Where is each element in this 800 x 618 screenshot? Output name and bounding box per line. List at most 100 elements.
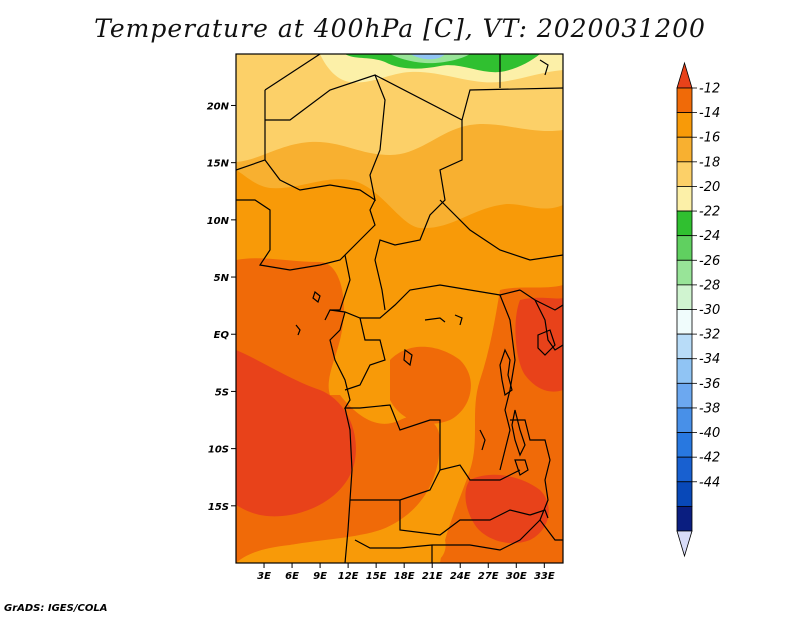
colorbar-bottom-arrow [676,530,693,558]
lake-outline [529,509,549,519]
border-path [344,407,353,563]
colorbar-swatch [676,505,693,532]
lon-tick-label: 3E [257,571,271,582]
border-path [329,311,521,481]
lon-tick-label: 18E [394,571,415,582]
border-path [539,59,549,76]
colorbar-swatch [676,186,693,212]
lat-tick-label: 15S [208,502,229,513]
field-north-green [345,54,540,73]
colorbar-swatch [676,259,693,286]
colorbar-swatch [676,161,693,187]
colorbar-label: -20 [699,180,720,195]
lon-tick-label: 9E [313,571,327,582]
lake-outline [295,324,301,336]
colorbar-label: -14 [699,106,720,121]
lon-tick-label: 21E [422,571,443,582]
colorbar-label: -16 [699,131,720,146]
border-path [399,500,531,536]
border-path [350,469,441,501]
lon-tick-label: 30E [506,571,527,582]
colorbar-swatch [676,481,693,507]
field-equator-dark [236,258,344,395]
colorbar-swatch [676,136,693,163]
lat-tick-label: EQ [214,330,230,341]
country-borders [236,54,563,563]
border-path [344,317,386,391]
border-path [432,519,563,551]
field-north-blue [410,54,445,60]
colorbar-label: -18 [699,155,720,170]
lon-tick-label: 27E [478,571,499,582]
border-path [329,284,521,319]
map-frame [235,53,564,564]
lake-outline [424,317,446,323]
lat-tick-label: 10S [208,445,229,456]
colorbar-label: -36 [699,377,720,392]
field-east-darkest [515,297,563,392]
lon-tick-label: 15E [366,571,387,582]
lake-outline [403,348,413,367]
colorbar-swatch [676,456,693,483]
colorbar-label: -38 [699,401,720,416]
colorbar-swatch [676,432,693,458]
border-path [324,254,351,321]
colorbar-swatch [676,333,693,360]
colorbar-label: -32 [699,328,720,343]
colorbar-label: -12 [699,82,720,97]
colorbar-swatch [676,382,693,409]
colorbar-label: -34 [699,352,720,367]
lat-tick-label: 5S [215,387,229,398]
colorbar-label: -28 [699,278,720,293]
lake-outline [514,459,529,476]
colorbar-swatch [676,210,693,237]
field-west-pale [236,90,266,160]
colorbar: -12 -14 -16 -18 -20 -22 -24 -26 -28 -30 -32 -34 -36 -… [676,61,720,558]
lake-outline [499,348,513,397]
field-central-dark [390,346,471,424]
colorbar-label: -40 [699,426,720,441]
border-path [374,74,463,311]
colorbar-label: -24 [699,229,720,244]
colorbar-label: -26 [699,254,720,269]
border-path [519,289,563,311]
lake-outline [454,314,463,326]
longitude-axis: 3E 6E 9E 12E 15E 18E 21E 24E 27E 30E 33E [257,563,555,582]
lon-tick-label: 12E [338,571,359,582]
lake-outline [312,290,321,304]
colorbar-label: -42 [699,451,720,466]
field-southeast-darkest [465,474,549,544]
border-path [354,539,433,549]
colorbar-label: -44 [699,475,720,490]
border-path [510,419,551,521]
colorbar-label: -22 [699,205,720,220]
colorbar-swatch [676,309,693,335]
border-path [236,199,376,271]
border-path [264,74,386,202]
lon-tick-label: 6E [285,571,299,582]
colorbar-swatch [676,407,693,433]
border-path [264,54,321,91]
field-southwest-darkest [236,350,356,517]
border-path [534,299,563,351]
lake-outline [511,409,526,457]
border-path [461,87,563,121]
colorbar-swatch [676,358,693,384]
colorbar-top-arrow [676,61,693,89]
lon-tick-label: 24E [450,571,471,582]
grads-credit: GrADS: IGES/COLA [4,603,108,614]
colorbar-swatch [676,235,693,261]
colorbar-swatch [676,112,693,138]
colorbar-swatch [676,87,693,114]
lat-tick-label: 10N [207,216,230,227]
latitude-axis: 20N 15N 10N 5N EQ 5S 10S 15S [207,101,236,513]
lat-tick-label: 20N [207,101,230,112]
map-title: Temperature at 400hPa [C], VT: 202003120… [94,14,706,43]
border-path [439,199,563,261]
lat-tick-label: 5N [214,273,230,284]
lat-tick-label: 15N [207,159,230,170]
colorbar-label: -30 [699,303,720,318]
temperature-field [236,54,563,563]
lon-tick-label: 33E [534,571,555,582]
